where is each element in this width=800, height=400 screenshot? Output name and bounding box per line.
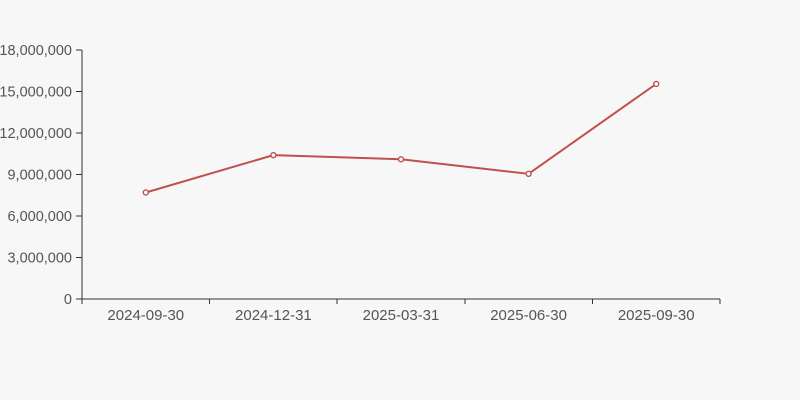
x-tick-label: 2024-09-30 — [107, 307, 184, 324]
x-tick-label: 2025-09-30 — [618, 307, 695, 324]
data-point-marker[interactable] — [142, 189, 150, 196]
data-point-marker[interactable] — [653, 80, 660, 88]
y-tick-label: 12,000,000 — [0, 126, 72, 142]
data-point-marker[interactable] — [397, 156, 405, 163]
y-tick-label: 18,000,000 — [0, 43, 72, 59]
x-tick-label: 2025-03-31 — [363, 307, 440, 324]
y-tick-label: 3,000,000 — [7, 251, 72, 267]
y-tick-label: 0 — [64, 292, 72, 308]
y-tick-label: 6,000,000 — [7, 209, 72, 225]
x-tick-label: 2025-06-30 — [490, 307, 567, 324]
data-point-marker[interactable] — [525, 170, 532, 178]
y-tick-label: 9,000,000 — [7, 168, 72, 184]
data-point-marker[interactable] — [270, 151, 277, 159]
x-tick-label: 2024-12-31 — [235, 307, 312, 324]
y-tick-label: 15,000,000 — [0, 85, 72, 101]
